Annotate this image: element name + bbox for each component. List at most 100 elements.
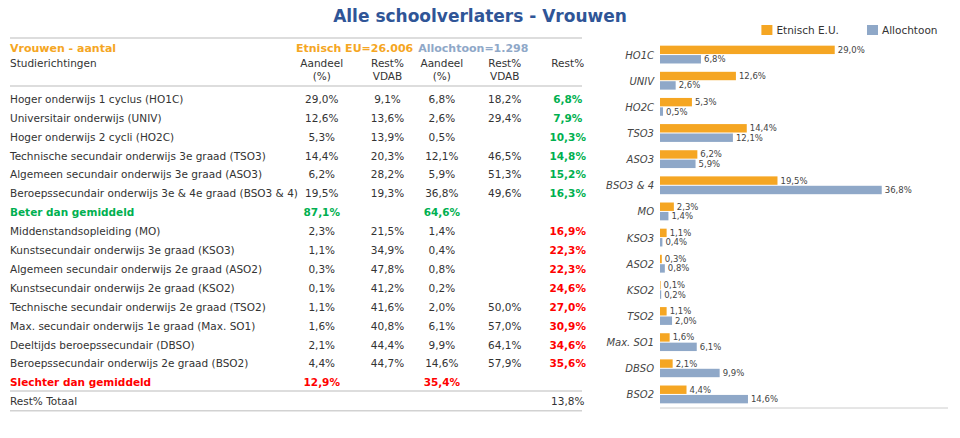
bar-labels: 29,0%6,8%12,6%2,6%5,3%0,5%14,4%12,1%6,2%… xyxy=(664,45,912,404)
table-cell: 0,8% xyxy=(429,263,456,275)
bar xyxy=(660,212,668,220)
bar xyxy=(660,386,687,394)
data-label: 19,5% xyxy=(780,176,807,186)
table-cell: 41,6% xyxy=(371,301,404,313)
table-cell: 14,4% xyxy=(305,150,338,162)
row-label: Kunstsecundair onderwijs 2e graad (KSO2) xyxy=(10,282,235,294)
legend: Etnisch E.U. Allochtoon xyxy=(761,24,937,36)
table-cell: 28,2% xyxy=(371,168,404,180)
column-header: Studierichtingen xyxy=(10,57,97,69)
table-cell: 10,3% xyxy=(549,131,586,143)
table-cell: 27,0% xyxy=(549,301,586,313)
table-cell: 24,6% xyxy=(549,282,586,294)
data-label: 1,4% xyxy=(671,211,693,221)
table-cell: 49,6% xyxy=(488,187,521,199)
y-tick-label: HO2C xyxy=(625,102,654,113)
table-cell: 21,5% xyxy=(371,225,404,237)
table-cell: 13,8% xyxy=(551,395,584,407)
bar xyxy=(660,238,662,246)
y-tick-label: BSO2 xyxy=(627,389,654,400)
y-tick-label: TSO2 xyxy=(627,311,654,322)
table-rule xyxy=(10,391,582,392)
data-label: 0,8% xyxy=(668,263,690,273)
column-subheader: (%) xyxy=(313,70,331,82)
bar xyxy=(660,107,663,115)
title: Alle schoolverlaters - Vrouwen xyxy=(333,6,627,26)
table-cell: 13,6% xyxy=(371,112,404,124)
bar xyxy=(660,229,667,237)
bar xyxy=(660,203,674,211)
table-cell: 44,7% xyxy=(371,357,404,369)
table-cell: 1,1% xyxy=(308,301,335,313)
data-label: 29,0% xyxy=(838,45,865,55)
row-label: Max. secundair onderwijs 1e graad (Max. … xyxy=(10,320,255,332)
row-label: Hoger onderwijs 1 cyclus (HO1C) xyxy=(10,93,183,105)
table-cell: 0,3% xyxy=(308,263,335,275)
table-cell: 0,5% xyxy=(429,131,456,143)
bar xyxy=(660,176,777,184)
column-header: Aandeel xyxy=(300,57,343,69)
table-cell: 14,8% xyxy=(549,150,586,162)
table-cell: 1,6% xyxy=(308,320,335,332)
column-header: Rest% xyxy=(371,57,404,69)
column-header: Aandeel xyxy=(420,57,463,69)
table-cell: 13,9% xyxy=(371,131,404,143)
table-cell: 18,2% xyxy=(488,93,521,105)
table-cell: 19,3% xyxy=(371,187,404,199)
y-tick-label: KSO3 xyxy=(627,233,654,244)
bar xyxy=(660,46,835,54)
data-label: 0,4% xyxy=(665,237,687,247)
table-cell: 16,9% xyxy=(549,225,586,237)
table-cell: 6,1% xyxy=(429,320,456,332)
bar xyxy=(660,98,692,106)
legend-swatch xyxy=(761,25,772,35)
bars xyxy=(660,46,882,404)
row-label: Beroepssecundair onderwijs 2e graad (BSO… xyxy=(10,357,248,369)
table-cell: 15,2% xyxy=(549,168,586,180)
data-label: 5,9% xyxy=(699,159,721,169)
table-cell: 29,0% xyxy=(305,93,338,105)
table-cell: 0,1% xyxy=(308,282,335,294)
data-label: 14,6% xyxy=(751,394,778,404)
table-cell: 29,4% xyxy=(488,112,521,124)
bar xyxy=(660,307,667,315)
data-label: 12,1% xyxy=(736,133,763,143)
table-cell: 4,4% xyxy=(308,357,335,369)
y-tick-label: KSO2 xyxy=(627,285,654,296)
table-cell: 12,1% xyxy=(425,150,458,162)
table-cell: 87,1% xyxy=(304,206,341,218)
legend-label: Allochtoon xyxy=(882,24,938,36)
data-label: 2,6% xyxy=(679,80,701,90)
row-label: Kunstsecundair onderwijs 3e graad (KSO3) xyxy=(10,244,235,256)
bar xyxy=(660,395,748,403)
row-label: Slechter dan gemiddeld xyxy=(10,376,151,388)
table-cell: 0,2% xyxy=(429,282,456,294)
table-cell: 34,6% xyxy=(549,339,586,351)
column-subheader: VDAB xyxy=(490,70,519,82)
table-header: Etnisch EU=26.006 xyxy=(296,42,414,55)
bar xyxy=(660,281,661,289)
y-tick-label: UNIV xyxy=(629,76,655,87)
data-label: 0,5% xyxy=(666,107,688,117)
table-cell: 0,4% xyxy=(429,244,456,256)
bar xyxy=(660,160,696,168)
table-cell: 57,9% xyxy=(488,357,521,369)
table-cell: 20,3% xyxy=(371,150,404,162)
table-cell: 5,9% xyxy=(429,168,456,180)
bar xyxy=(660,72,736,80)
legend-label: Etnisch E.U. xyxy=(776,24,839,36)
table-cell: 47,8% xyxy=(371,263,404,275)
figure: Alle schoolverlaters - VrouwenVrouwen - … xyxy=(0,0,960,438)
bar xyxy=(660,81,676,89)
legend-swatch xyxy=(867,25,878,35)
row-label: Beroepssecundair onderwijs 3e & 4e graad… xyxy=(10,187,298,199)
table-rule xyxy=(10,38,582,39)
table-cell: 64,6% xyxy=(424,206,461,218)
table-cell: 44,4% xyxy=(371,339,404,351)
table-cell: 19,5% xyxy=(305,187,338,199)
column-subheader: (%) xyxy=(433,70,451,82)
table-cell: 35,4% xyxy=(424,376,461,388)
row-label: Beter dan gemiddeld xyxy=(10,206,134,218)
table-cell: 51,3% xyxy=(488,168,521,180)
row-label: Hoger onderwijs 2 cycli (HO2C) xyxy=(10,131,174,143)
